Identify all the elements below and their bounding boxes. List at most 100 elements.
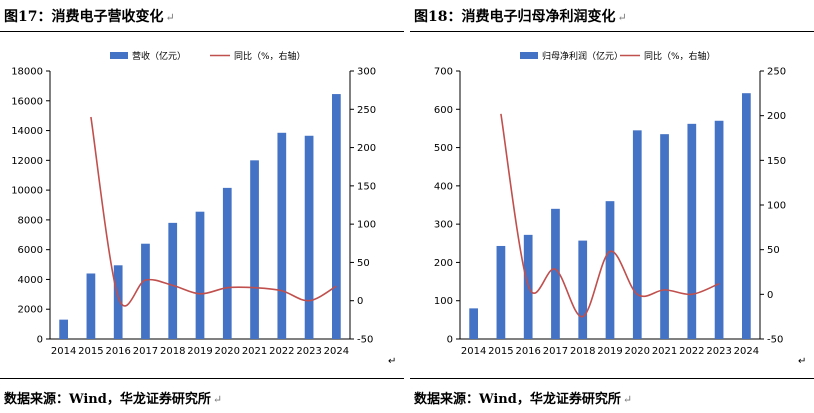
left-tick-label: 300 xyxy=(434,220,453,231)
left-tick-label: 0 xyxy=(37,335,43,346)
x-tick-label: 2022 xyxy=(269,346,294,357)
bar xyxy=(222,187,232,339)
left-tick-label: 4000 xyxy=(18,275,43,286)
right-tick-label: 250 xyxy=(767,67,786,78)
legend-bar-label: 营收（亿元） xyxy=(132,50,186,62)
left-tick-label: 700 xyxy=(434,67,453,78)
right-tick-label: 50 xyxy=(767,245,780,256)
left-tick-label: 0 xyxy=(447,335,453,346)
left-tick-label: 200 xyxy=(434,258,453,269)
figure-panel-net-profit: 图18：消费电子归母净利润变化 ↵ 0 100 200 300 400 500 600 700-… xyxy=(410,0,814,413)
bar xyxy=(632,130,642,339)
x-tick-label: 2023 xyxy=(296,346,321,357)
bar xyxy=(469,308,478,339)
left-tick-label: 10000 xyxy=(11,186,43,197)
top-rule xyxy=(0,31,404,32)
return-mark: ↵ xyxy=(212,393,223,406)
left-tick-label: 12000 xyxy=(11,156,43,167)
left-tick-label: 100 xyxy=(434,296,453,307)
growth-line xyxy=(90,116,337,307)
x-tick-label: 2019 xyxy=(597,346,622,357)
figure-title-text: 图17：消费电子营收变化 xyxy=(4,9,164,25)
right-tick-label: 150 xyxy=(357,181,376,192)
figure-title: 图17：消费电子营收变化 ↵ xyxy=(4,6,175,26)
x-tick-label: 2015 xyxy=(78,346,103,357)
left-tick-label: 18000 xyxy=(11,67,43,78)
bar xyxy=(332,94,341,339)
x-tick-label: 2014 xyxy=(461,346,486,357)
right-tick-label: 150 xyxy=(767,156,786,167)
right-tick-label: 100 xyxy=(357,220,376,231)
x-tick-label: 2021 xyxy=(652,346,677,357)
legend-line-label: 同比（%，右轴） xyxy=(644,50,716,62)
figure-title-text: 图18：消费电子归母净利润变化 xyxy=(414,9,616,25)
x-tick-label: 2023 xyxy=(706,346,731,357)
right-tick-label: 300 xyxy=(357,67,376,78)
return-mark: ↵ xyxy=(798,356,806,367)
bar xyxy=(578,240,588,339)
x-tick-label: 2022 xyxy=(679,346,704,357)
legend-line-label: 同比（%，右轴） xyxy=(234,50,306,62)
left-tick-label: 16000 xyxy=(11,96,43,107)
right-tick-label: -50 xyxy=(767,335,783,346)
legend-bar-swatch xyxy=(520,52,538,59)
return-mark: ↵ xyxy=(388,356,396,367)
source-note: 数据来源：Wind，华龙证券研究所 ↵ xyxy=(414,388,632,407)
bar xyxy=(59,319,68,339)
bar xyxy=(714,120,724,340)
bar xyxy=(141,243,150,339)
x-tick-label: 2015 xyxy=(488,346,513,357)
x-tick-label: 2016 xyxy=(105,346,130,357)
right-tick-label: 0 xyxy=(357,296,363,307)
left-tick-label: 2000 xyxy=(18,305,43,316)
figure-title: 图18：消费电子归母净利润变化 ↵ xyxy=(414,6,627,26)
return-mark: ↵ xyxy=(622,393,633,406)
source-text: 数据来源：Wind，华龙证券研究所 xyxy=(414,392,621,407)
source-note: 数据来源：Wind，华龙证券研究所 ↵ xyxy=(4,388,222,407)
left-tick-label: 600 xyxy=(434,105,453,116)
bar xyxy=(687,123,697,339)
x-tick-label: 2017 xyxy=(133,346,158,357)
net-profit-chart: 0 100 200 300 400 500 600 700 -50 0 50 100 150 200 250… xyxy=(434,50,806,367)
bar xyxy=(86,273,96,339)
bar xyxy=(742,93,751,339)
x-tick-label: 2019 xyxy=(187,346,212,357)
bar xyxy=(113,265,123,339)
bar xyxy=(660,134,669,339)
bar xyxy=(250,160,259,339)
bar xyxy=(496,245,506,339)
x-tick-label: 2018 xyxy=(570,346,595,357)
right-tick-label: 200 xyxy=(767,111,786,122)
top-rule xyxy=(410,31,814,32)
left-tick-label: 14000 xyxy=(11,126,43,137)
bottom-rule xyxy=(410,378,814,379)
x-tick-label: 2017 xyxy=(543,346,568,357)
bar xyxy=(277,132,287,339)
bar xyxy=(168,222,178,339)
right-tick-label: 250 xyxy=(357,105,376,116)
legend-bar-swatch xyxy=(110,52,128,59)
x-tick-label: 2020 xyxy=(625,346,650,357)
right-tick-label: 0 xyxy=(767,290,773,301)
bar xyxy=(304,135,314,339)
left-tick-label: 6000 xyxy=(18,245,43,256)
left-tick-label: 500 xyxy=(434,143,453,154)
x-tick-label: 2014 xyxy=(51,346,76,357)
bar xyxy=(551,208,560,339)
right-tick-label: 50 xyxy=(357,258,370,269)
x-tick-label: 2018 xyxy=(160,346,185,357)
return-mark: ↵ xyxy=(165,11,175,24)
right-tick-label: -50 xyxy=(357,335,373,346)
legend-bar-label: 归母净利润（亿元） xyxy=(542,50,623,62)
bottom-rule xyxy=(0,378,404,379)
left-tick-label: 400 xyxy=(434,181,453,192)
return-mark: ↵ xyxy=(617,11,627,24)
bar xyxy=(195,211,205,339)
x-tick-label: 2016 xyxy=(515,346,540,357)
x-tick-label: 2020 xyxy=(215,346,240,357)
left-tick-label: 8000 xyxy=(18,215,43,226)
figure-panel-revenue: 图17：消费电子营收变化 ↵ 0 2000 4000 6000 8000 10000 1200… xyxy=(0,0,404,413)
x-tick-label: 2024 xyxy=(734,346,759,357)
revenue-chart: 0 2000 4000 6000 8000 10000 12000 14000 16000 180… xyxy=(11,50,396,367)
bar xyxy=(605,201,615,339)
